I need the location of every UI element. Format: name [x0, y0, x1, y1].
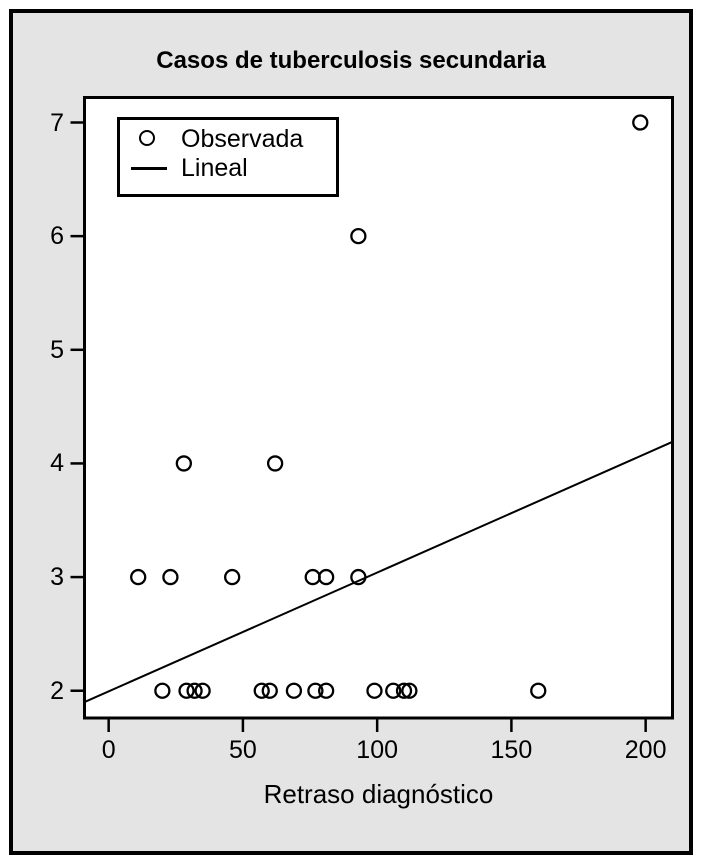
chart-title: Casos de tuberculosis secundaria — [156, 47, 546, 74]
data-point — [285, 682, 303, 699]
data-point — [401, 682, 418, 699]
data-point — [395, 682, 413, 699]
legend: Observada Lineal — [117, 117, 339, 197]
data-point — [385, 682, 402, 699]
data-point — [261, 682, 278, 699]
data-point — [186, 682, 203, 699]
legend-label-lineal: Lineal — [181, 154, 248, 182]
y-tick-label: 6 — [50, 222, 64, 251]
y-tick-label: 4 — [50, 449, 64, 478]
y-tick-label: 5 — [50, 335, 64, 364]
data-point — [632, 114, 649, 131]
data-point — [350, 568, 367, 586]
data-point — [366, 682, 383, 699]
data-point — [154, 682, 171, 699]
data-point — [175, 455, 192, 472]
data-point — [266, 455, 284, 472]
data-point — [194, 682, 211, 699]
y-tick-label: 3 — [50, 563, 64, 592]
regression-line — [84, 440, 673, 704]
data-point — [224, 568, 241, 586]
data-point — [253, 682, 270, 699]
data-point — [350, 227, 367, 245]
data-point — [317, 568, 335, 586]
y-tick-label: 7 — [50, 108, 64, 137]
data-point — [130, 568, 147, 586]
data-point — [307, 682, 324, 699]
y-tick-label: 2 — [50, 676, 64, 705]
x-tick-label: 200 — [624, 736, 667, 764]
legend-line-marker-icon — [131, 167, 167, 170]
data-point — [162, 568, 179, 586]
legend-circle-marker-icon — [139, 130, 155, 146]
x-tick-label: 0 — [101, 736, 116, 764]
x-tick-label: 150 — [490, 736, 533, 764]
data-point — [530, 682, 547, 699]
x-tick-label: 50 — [229, 736, 257, 764]
legend-label-observada: Observada — [181, 125, 304, 153]
plot-border — [83, 96, 674, 720]
data-point — [178, 682, 195, 699]
x-tick-label: 100 — [356, 736, 399, 764]
data-point — [317, 682, 335, 699]
x-axis-title: Retraso diagnóstico — [263, 779, 494, 809]
